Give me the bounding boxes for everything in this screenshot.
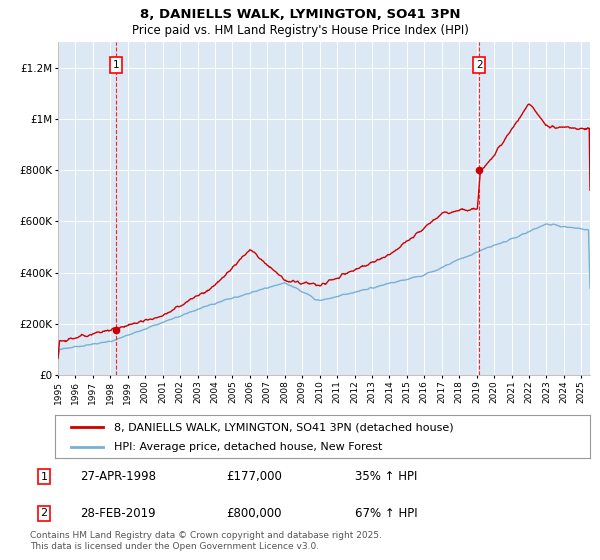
Text: Price paid vs. HM Land Registry's House Price Index (HPI): Price paid vs. HM Land Registry's House … (131, 24, 469, 37)
Text: £177,000: £177,000 (226, 470, 282, 483)
Text: 28-FEB-2019: 28-FEB-2019 (80, 507, 156, 520)
Text: £800,000: £800,000 (226, 507, 281, 520)
Text: 1: 1 (41, 472, 47, 482)
Text: 8, DANIELLS WALK, LYMINGTON, SO41 3PN: 8, DANIELLS WALK, LYMINGTON, SO41 3PN (140, 8, 460, 21)
Text: 2: 2 (40, 508, 47, 519)
Text: 1: 1 (113, 60, 119, 70)
Text: 2: 2 (476, 60, 483, 70)
Text: 27-APR-1998: 27-APR-1998 (80, 470, 157, 483)
Text: 67% ↑ HPI: 67% ↑ HPI (355, 507, 418, 520)
Text: 35% ↑ HPI: 35% ↑ HPI (355, 470, 417, 483)
Text: 8, DANIELLS WALK, LYMINGTON, SO41 3PN (detached house): 8, DANIELLS WALK, LYMINGTON, SO41 3PN (d… (114, 422, 454, 432)
Text: Contains HM Land Registry data © Crown copyright and database right 2025.
This d: Contains HM Land Registry data © Crown c… (30, 531, 382, 551)
Text: HPI: Average price, detached house, New Forest: HPI: Average price, detached house, New … (114, 442, 382, 452)
